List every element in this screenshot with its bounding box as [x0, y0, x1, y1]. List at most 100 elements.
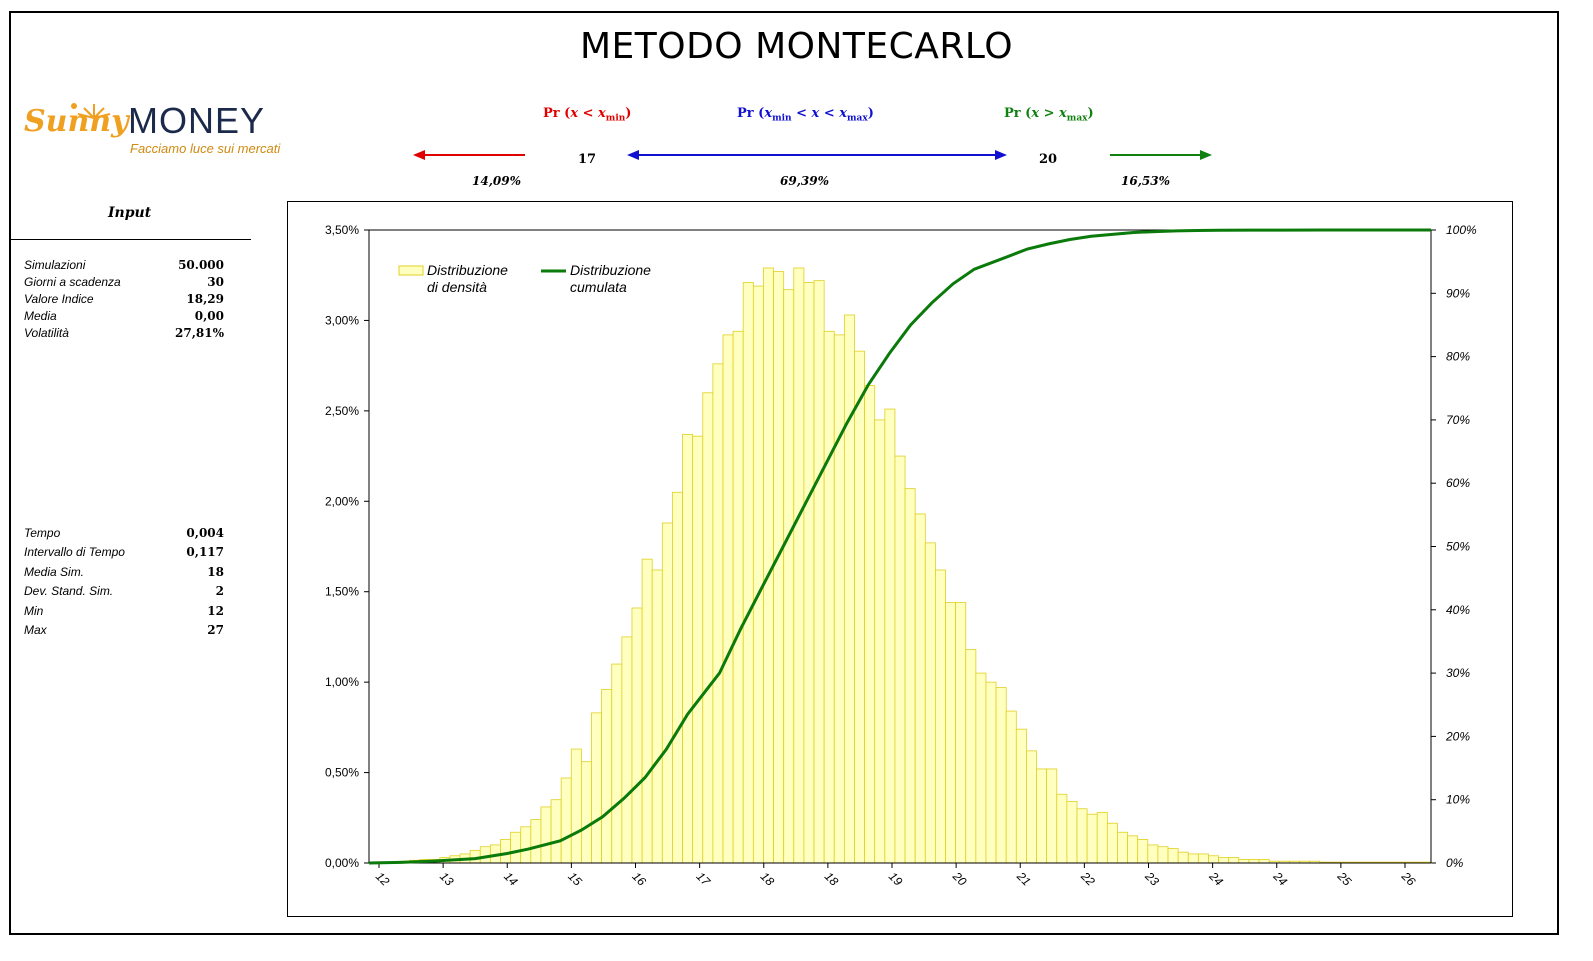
- y-left-tick-label: 2,50%: [325, 404, 359, 418]
- density-bar: [1117, 831, 1128, 864]
- density-bar: [935, 569, 946, 864]
- y-right-tick-label: 80%: [1446, 350, 1470, 364]
- input-row-value: 0,117: [186, 545, 224, 560]
- x-tick-label: 24: [1206, 869, 1226, 889]
- density-bar: [843, 314, 855, 864]
- y-right-tick-label: 10%: [1446, 793, 1470, 807]
- x-tick-label: 21: [1013, 869, 1033, 889]
- x-tick-label: 13: [437, 869, 457, 889]
- density-bar: [1036, 768, 1048, 864]
- density-bar: [732, 330, 744, 864]
- logo-sunny: Sunny: [24, 104, 129, 139]
- density-bar: [580, 761, 592, 864]
- density-bar: [1167, 848, 1179, 864]
- density-bar: [722, 334, 734, 864]
- density-bar: [550, 799, 562, 864]
- xmin-value: 17: [578, 152, 597, 167]
- input-row-value: 30: [207, 275, 224, 289]
- sunnymoney-logo: Sunny MONEY Facciamo luce sui mercati: [24, 100, 284, 164]
- density-bar: [1056, 793, 1068, 864]
- input-title: Input: [108, 205, 152, 221]
- y-right-tick-label: 90%: [1446, 286, 1470, 300]
- prob-lower-value: 14,09%: [472, 174, 521, 188]
- legend-cumulative-label-2: cumulata: [570, 279, 627, 295]
- blue-double-arrow: [627, 150, 1007, 160]
- density-bar: [631, 607, 643, 864]
- density-bar: [500, 839, 512, 864]
- density-bar: [1238, 858, 1250, 864]
- sun-icon: [71, 103, 111, 119]
- density-bar: [1187, 853, 1199, 864]
- prob-upper-value: 16,53%: [1121, 174, 1170, 188]
- y-right-tick-label: 20%: [1445, 729, 1470, 743]
- density-bar: [1177, 851, 1189, 864]
- density-bar: [601, 688, 613, 864]
- density-bar: [560, 777, 572, 864]
- probability-arrows: [413, 150, 1212, 160]
- input-row-label: Simulazioni: [24, 258, 86, 272]
- y-right-tick-label: 30%: [1446, 666, 1470, 680]
- density-bar: [955, 602, 967, 864]
- density-bar: [884, 408, 896, 864]
- density-bar: [1147, 844, 1159, 864]
- density-bar: [1086, 813, 1098, 864]
- cumulative-line: [368, 228, 1431, 865]
- x-tick-label: 14: [501, 869, 521, 889]
- density-bar: [570, 748, 582, 864]
- input-row: Simulazioni 50.000: [24, 258, 224, 274]
- input-row-label: Giorni a scadenza: [24, 275, 121, 289]
- x-tick-label: 12: [373, 869, 393, 889]
- y-left-tick-label: 3,50%: [325, 223, 359, 237]
- density-bar: [995, 687, 1007, 864]
- density-bar: [985, 681, 997, 864]
- xmax-value: 20: [1039, 152, 1058, 167]
- density-bar: [742, 282, 754, 864]
- density-bar: [783, 289, 795, 864]
- input-row-label: Valore Indice: [24, 292, 94, 306]
- input-row: Max 27: [24, 623, 224, 639]
- input-row-label: Dev. Stand. Sim.: [24, 584, 114, 599]
- input-row-value: 27,81%: [175, 326, 224, 340]
- x-tick-label: 24: [1270, 869, 1290, 889]
- density-bar: [864, 385, 876, 864]
- y-right-tick-label: 100%: [1446, 223, 1477, 237]
- x-tick-label: 15: [565, 869, 585, 889]
- x-tick-label: 18: [822, 869, 842, 889]
- outer-frame: [9, 11, 1559, 935]
- green-right-arrow: [1110, 150, 1212, 160]
- input-row: Volatilità 27,81%: [24, 326, 224, 342]
- input-row: Intervallo di Tempo 0,117: [24, 545, 224, 561]
- input-row-value: 2: [215, 584, 224, 599]
- density-bar: [1026, 750, 1037, 864]
- density-bar: [773, 271, 785, 864]
- density-bar: [692, 435, 704, 864]
- density-bar: [479, 846, 491, 864]
- page-title: METODO MONTECARLO: [579, 26, 1014, 67]
- y-right-tick-label: 50%: [1446, 540, 1470, 554]
- y-right-tick-label: 60%: [1446, 476, 1470, 490]
- density-bar: [661, 522, 673, 864]
- y-left-tick-label: 3,00%: [325, 313, 359, 327]
- input-row-value: 18: [207, 564, 224, 579]
- density-bar: [1127, 835, 1139, 864]
- density-bar: [833, 334, 845, 864]
- input-row: Giorni a scadenza 30: [24, 275, 224, 291]
- density-bar: [874, 419, 886, 864]
- density-bar: [702, 392, 714, 864]
- density-bar: [672, 491, 683, 864]
- input-row-value: 27: [207, 623, 224, 637]
- input-row-label: Volatilità: [24, 326, 69, 340]
- density-bar: [1005, 710, 1017, 864]
- density-bar: [1137, 839, 1149, 864]
- density-bar: [682, 433, 694, 864]
- density-bar: [904, 488, 916, 864]
- density-bar: [621, 636, 633, 864]
- y-left-tick-label: 1,00%: [325, 675, 359, 689]
- input-row-value: 0,00: [194, 309, 224, 323]
- density-bar: [1046, 768, 1058, 864]
- legend-density-label: Distribuzione: [427, 262, 508, 278]
- input-row-value: 0,004: [186, 526, 224, 540]
- density-bar: [651, 569, 663, 864]
- density-bar: [1228, 857, 1240, 864]
- prob-lower-label: Pr (x < xmin): [543, 106, 632, 124]
